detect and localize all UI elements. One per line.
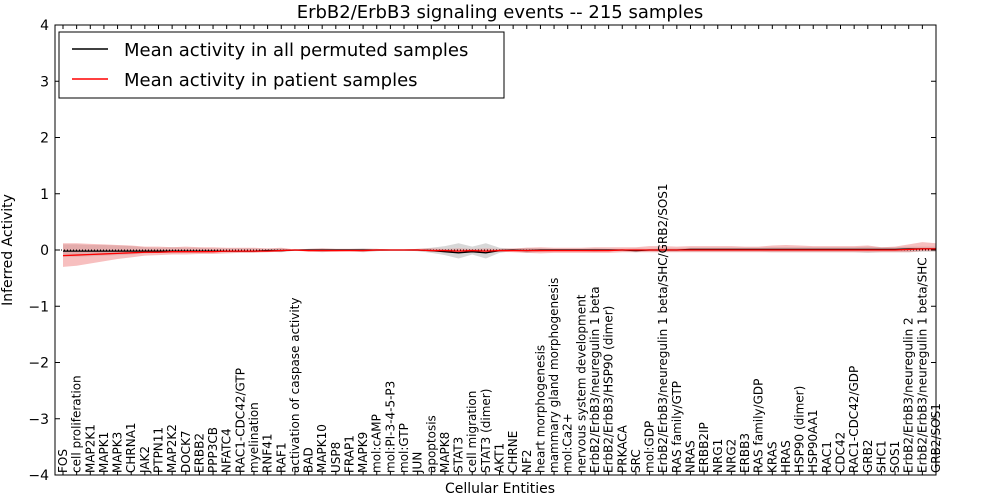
x-tick-label: myelination (247, 402, 261, 473)
x-tick-label: STAT3 (452, 437, 466, 473)
x-tick-label: SRC (629, 449, 643, 473)
x-tick-label: ERBB2 (192, 433, 206, 473)
x-tick-label: FOS (56, 449, 70, 473)
x-tick-label: HRAS (779, 440, 793, 473)
x-tick-label: PTPN11 (151, 427, 165, 473)
x-tick-label: NRG1 (711, 439, 725, 473)
x-tick-label: MAPK9 (356, 432, 370, 473)
x-tick-label: cell migration (465, 391, 479, 473)
legend-box (58, 31, 505, 99)
y-tick-label: 3 (40, 74, 49, 90)
x-tick-label: RAS family/GTP (670, 381, 684, 473)
x-tick-label: MAP2K2 (165, 424, 179, 473)
x-tick-label: MAPK10 (315, 424, 329, 473)
x-tick-label: mol:GDP (643, 421, 657, 473)
x-axis-label: Cellular Entities (445, 481, 555, 497)
y-tick-label: 4 (40, 18, 49, 34)
x-tick-label: ErbB2/ErbB3/HSP90 (dimer) (602, 306, 616, 473)
x-tick-label: PPP3CB (206, 427, 220, 473)
y-tick-label: −1 (28, 299, 49, 315)
x-tick-label: nervous system development (574, 294, 588, 473)
x-tick-label: RNF41 (261, 434, 275, 474)
x-tick-label: JAK2 (138, 446, 152, 474)
x-tick-label: apoptosis (424, 415, 438, 473)
x-tick-label: CHRNA1 (124, 422, 138, 473)
x-tick-label: PRKACA (615, 424, 629, 473)
legend-label-patient: Mean activity in patient samples (124, 70, 418, 91)
x-tick-label: mammary gland morphogenesis (547, 278, 561, 473)
x-tick-label: SHC1 (874, 440, 888, 473)
x-tick-label: ErbB2/ErbB3/neuregulin 1 beta/SHC (915, 257, 929, 473)
x-tick-label: RAC1-CDC42/GDP (847, 366, 861, 473)
x-tick-label: SOS1 (888, 441, 902, 473)
legend: Mean activity in all permuted samples Me… (58, 31, 505, 99)
x-tick-label: MAPK1 (97, 432, 111, 473)
x-tick-label: KRAS (765, 441, 779, 473)
chart-title: ErbB2/ErbB3 signaling events -- 215 samp… (297, 2, 704, 23)
y-tick-label: −3 (28, 412, 49, 428)
y-tick-label: 2 (40, 131, 49, 147)
x-tick-label: CDC42 (834, 432, 848, 473)
series-line-1 (62, 248, 936, 257)
x-tick-label: ErbB2/ErbB3/neuregulin 1 beta (588, 286, 602, 473)
x-tick-label: HSP90 (dimer) (793, 386, 807, 473)
x-tick-label: NRAS (683, 440, 697, 473)
x-tick-label: NFATC4 (220, 428, 234, 473)
x-tick-label: NF2 (520, 449, 534, 473)
x-tick-label: JUN (411, 452, 425, 474)
x-tick-label: RAC1 (820, 441, 834, 473)
x-tick-label: RAS family/GDP (752, 379, 766, 473)
x-tick-label: STAT3 (dimer) (479, 389, 493, 473)
y-tick-label: −2 (28, 356, 49, 372)
x-tick-label: mol:PI-3-4-5-P3 (383, 381, 397, 473)
x-tick-label: heart morphogenesis (533, 345, 547, 473)
x-tick-label: FRAP1 (342, 435, 356, 473)
x-tick-label: GRB2 (861, 439, 875, 473)
x-tick-label: ERBB3 (738, 433, 752, 473)
x-tick-label: HSP90AA1 (806, 409, 820, 473)
x-tick-label: BAD (302, 447, 316, 473)
x-tick-label: ErbB2/ErbB3/neuregulin 2 (902, 317, 916, 473)
x-tick-label: MAPK3 (111, 432, 125, 473)
series-band-1 (63, 242, 936, 267)
x-tick-label: RAC1-CDC42/GTP (233, 368, 247, 473)
y-tick-label: 1 (40, 187, 49, 203)
legend-label-permuted: Mean activity in all permuted samples (124, 40, 468, 61)
x-tick-label: mol:GTP (397, 423, 411, 473)
x-tick-label: ErbB2/ErbB3/neuregulin 1 beta/SHC/GRB2/S… (656, 183, 670, 473)
x-tick-label: MAP2K1 (83, 424, 97, 473)
x-tick-label: mol:cAMP (370, 414, 384, 473)
x-tick-label: USP8 (329, 442, 343, 473)
x-tick-label: activation of caspase activity (288, 298, 302, 473)
y-tick-label: −4 (28, 468, 49, 484)
y-axis-label: Inferred Activity (0, 194, 16, 306)
x-tick-label: GRB2/SOS1 (929, 403, 943, 473)
x-tick-label: MAPK8 (438, 432, 452, 473)
x-tick-label: RAF1 (274, 442, 288, 473)
x-tick-label: ERBB2IP (697, 422, 711, 473)
plot-area: −4 −3 −2 −1 0 1 2 3 4 FOS cell proliferation MAP2K1… (28, 18, 943, 484)
x-tick-label: CHRNE (506, 431, 520, 473)
x-tick-label: mol:Ca2+ (561, 413, 575, 473)
y-tick-label: 0 (40, 243, 49, 259)
x-tick-label: AKT1 (493, 443, 507, 473)
x-tick-label: cell proliferation (70, 375, 84, 473)
x-tick-label: DOCK7 (179, 430, 193, 473)
x-tick-label: NRG2 (724, 439, 738, 473)
